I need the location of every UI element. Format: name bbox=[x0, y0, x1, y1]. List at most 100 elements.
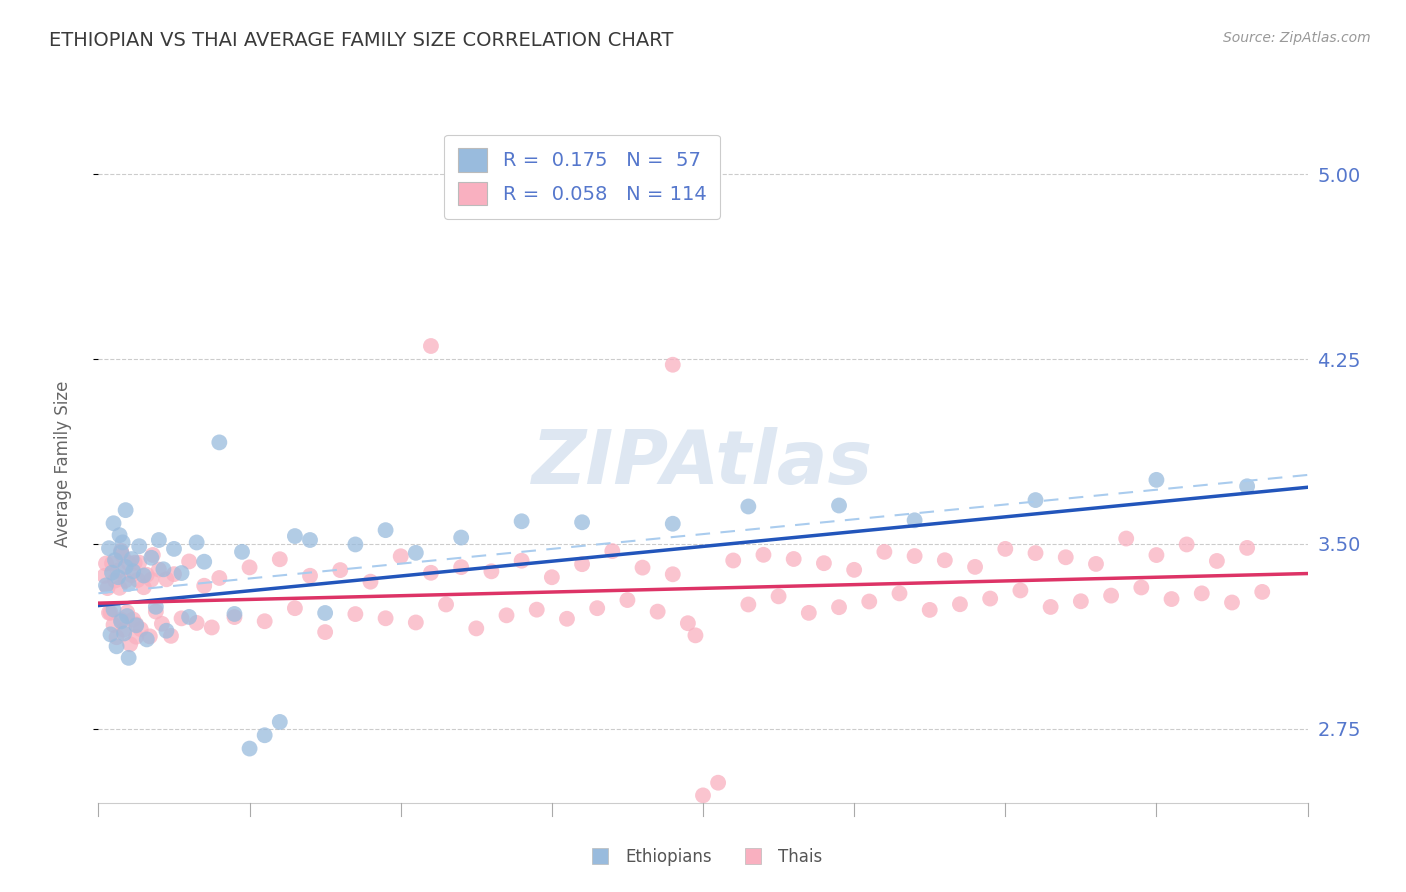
Thais bbox=[125, 630, 148, 644]
Ethiopians bbox=[344, 537, 367, 551]
Ethiopians bbox=[231, 545, 253, 559]
Thais bbox=[360, 574, 382, 589]
Thais bbox=[269, 552, 291, 566]
Ethiopians bbox=[152, 562, 174, 576]
Thais bbox=[108, 581, 131, 595]
Thais bbox=[979, 591, 1001, 606]
Thais bbox=[495, 608, 517, 623]
Ethiopians bbox=[253, 728, 276, 742]
Thais bbox=[783, 552, 806, 566]
Thais bbox=[127, 573, 149, 587]
Ethiopians bbox=[269, 714, 291, 729]
Thais bbox=[121, 568, 143, 582]
Thais bbox=[314, 625, 336, 640]
Ethiopians bbox=[374, 523, 396, 537]
Thais bbox=[737, 598, 759, 612]
Thais bbox=[150, 616, 173, 631]
Thais bbox=[155, 572, 177, 586]
Thais bbox=[692, 789, 714, 803]
Thais bbox=[96, 581, 118, 595]
Thais bbox=[201, 620, 224, 634]
Thais bbox=[284, 601, 307, 615]
Ethiopians bbox=[122, 564, 145, 578]
Thais bbox=[602, 544, 624, 558]
Ethiopians bbox=[103, 516, 125, 531]
Ethiopians bbox=[101, 566, 124, 580]
Ethiopians bbox=[662, 516, 685, 531]
Thais bbox=[111, 549, 134, 563]
Thais bbox=[135, 567, 157, 582]
Ethiopians bbox=[111, 535, 134, 549]
Thais bbox=[114, 574, 136, 588]
Thais bbox=[434, 598, 457, 612]
Ethiopians bbox=[179, 610, 201, 624]
Thais bbox=[723, 553, 745, 567]
Legend: Ethiopians, Thais: Ethiopians, Thais bbox=[576, 841, 830, 872]
Thais bbox=[93, 569, 115, 583]
Ethiopians bbox=[224, 607, 246, 621]
Ethiopians bbox=[163, 541, 186, 556]
Ethiopians bbox=[98, 541, 121, 556]
Thais bbox=[389, 549, 412, 564]
Thais bbox=[129, 622, 152, 636]
Ethiopians bbox=[450, 531, 472, 545]
Ethiopians bbox=[118, 650, 141, 665]
Thais bbox=[1144, 548, 1167, 562]
Ethiopians bbox=[186, 535, 208, 549]
Ethiopians bbox=[105, 640, 128, 654]
Thais bbox=[828, 600, 851, 615]
Ethiopians bbox=[314, 606, 336, 620]
Ethiopians bbox=[170, 566, 193, 580]
Thais bbox=[186, 615, 208, 630]
Thais bbox=[115, 605, 138, 619]
Ethiopians bbox=[115, 609, 138, 624]
Thais bbox=[160, 629, 183, 643]
Ethiopians bbox=[145, 599, 167, 614]
Ethiopians bbox=[108, 528, 131, 542]
Thais bbox=[124, 556, 146, 570]
Ethiopians bbox=[571, 515, 593, 529]
Thais bbox=[752, 548, 775, 562]
Thais bbox=[104, 574, 127, 588]
Thais bbox=[662, 567, 685, 582]
Thais bbox=[132, 580, 155, 594]
Ethiopians bbox=[1144, 473, 1167, 487]
Ethiopians bbox=[128, 539, 150, 553]
Ethiopians bbox=[141, 550, 163, 565]
Thais bbox=[889, 586, 911, 600]
Ethiopians bbox=[110, 545, 132, 559]
Thais bbox=[208, 571, 231, 585]
Thais bbox=[994, 541, 1017, 556]
Ethiopians bbox=[1236, 479, 1258, 493]
Thais bbox=[110, 543, 132, 558]
Thais bbox=[481, 564, 503, 578]
Thais bbox=[112, 623, 135, 637]
Ethiopians bbox=[100, 627, 122, 641]
Thais bbox=[647, 605, 669, 619]
Thais bbox=[120, 637, 142, 651]
Thais bbox=[844, 563, 866, 577]
Thais bbox=[142, 548, 165, 562]
Thais bbox=[118, 556, 141, 570]
Thais bbox=[873, 545, 896, 559]
Thais bbox=[707, 775, 730, 789]
Thais bbox=[1206, 554, 1229, 568]
Thais bbox=[1251, 585, 1274, 599]
Thais bbox=[374, 611, 396, 625]
Thais bbox=[110, 613, 132, 627]
Thais bbox=[1039, 599, 1062, 614]
Thais bbox=[163, 567, 186, 582]
Thais bbox=[344, 607, 367, 621]
Thais bbox=[101, 557, 124, 571]
Ethiopians bbox=[155, 624, 177, 638]
Thais bbox=[420, 339, 443, 353]
Thais bbox=[1220, 595, 1243, 609]
Thais bbox=[555, 612, 578, 626]
Thais bbox=[148, 563, 170, 577]
Thais bbox=[1130, 581, 1153, 595]
Thais bbox=[616, 593, 638, 607]
Thais bbox=[631, 560, 654, 574]
Ethiopians bbox=[114, 503, 136, 517]
Thais bbox=[329, 563, 352, 577]
Thais bbox=[858, 594, 880, 608]
